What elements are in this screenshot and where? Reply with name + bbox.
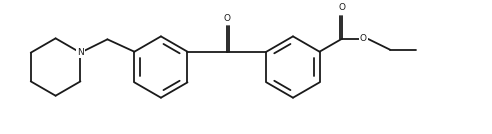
Text: N: N bbox=[77, 48, 84, 57]
Text: O: O bbox=[223, 14, 230, 23]
Text: O: O bbox=[338, 3, 345, 12]
Text: O: O bbox=[360, 34, 367, 43]
